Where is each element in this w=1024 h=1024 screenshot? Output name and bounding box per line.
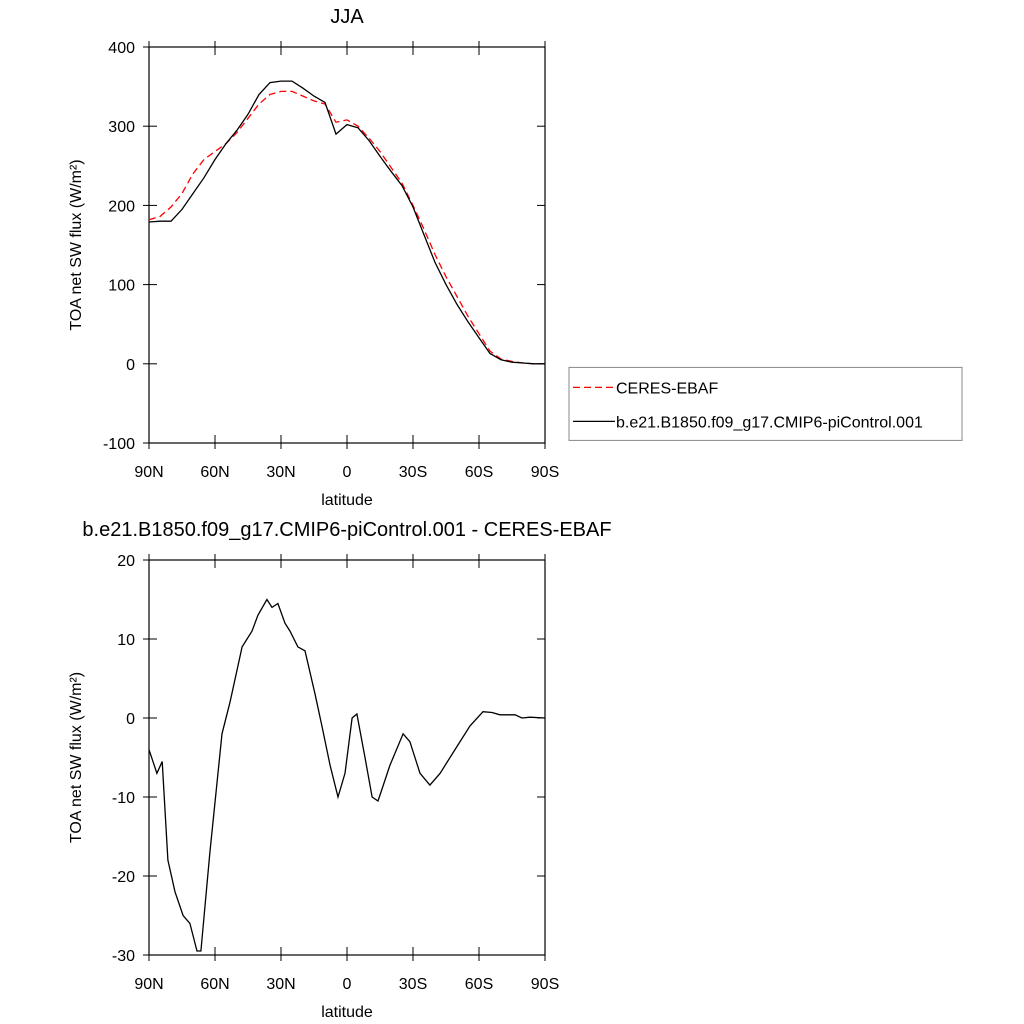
x-tick-label: 30N: [266, 976, 295, 993]
y-axis-label: TOA net SW flux (W/m²): [68, 159, 85, 330]
y-tick-label: 10: [117, 632, 135, 649]
x-tick-label: 90N: [134, 976, 163, 993]
y-tick-label: 400: [108, 40, 135, 57]
y-tick-label: -20: [112, 869, 135, 886]
y-tick-label: 20: [117, 553, 135, 570]
y-tick-label: 300: [108, 119, 135, 136]
series-line: [148, 80, 545, 365]
x-tick-label: 60N: [200, 976, 229, 993]
x-tick-label: 90S: [531, 976, 559, 993]
y-tick-label: -10: [112, 790, 135, 807]
x-tick-label: 0: [343, 464, 352, 481]
x-tick-label: 90S: [531, 464, 559, 481]
series-line: [148, 90, 545, 365]
y-axis-label: TOA net SW flux (W/m²): [68, 672, 85, 843]
y-tick-label: -30: [112, 948, 135, 965]
x-tick-label: 90N: [134, 464, 163, 481]
y-tick-label: 0: [126, 711, 135, 728]
x-tick-label: 30N: [266, 464, 295, 481]
chart-title: b.e21.B1850.f09_g17.CMIP6-piControl.001 …: [82, 519, 611, 541]
legend-box: [568, 366, 963, 441]
x-axis-label: latitude: [321, 1004, 373, 1021]
y-tick-label: -100: [103, 436, 135, 453]
x-tick-label: 60N: [200, 464, 229, 481]
legend-label: CERES-EBAF: [616, 380, 718, 397]
x-axis-label: latitude: [321, 492, 373, 509]
y-tick-label: 0: [126, 357, 135, 374]
x-tick-label: 30S: [399, 976, 427, 993]
x-tick-label: 0: [343, 976, 352, 993]
y-tick-label: 200: [108, 198, 135, 215]
y-tick-label: 100: [108, 278, 135, 295]
chart-title: JJA: [330, 6, 364, 28]
x-tick-label: 60S: [465, 976, 493, 993]
x-tick-label: 30S: [399, 464, 427, 481]
plot-frame: [148, 46, 546, 444]
series-line: [148, 598, 546, 952]
legend-label: b.e21.B1850.f09_g17.CMIP6-piControl.001: [616, 414, 923, 431]
x-tick-label: 60S: [465, 464, 493, 481]
